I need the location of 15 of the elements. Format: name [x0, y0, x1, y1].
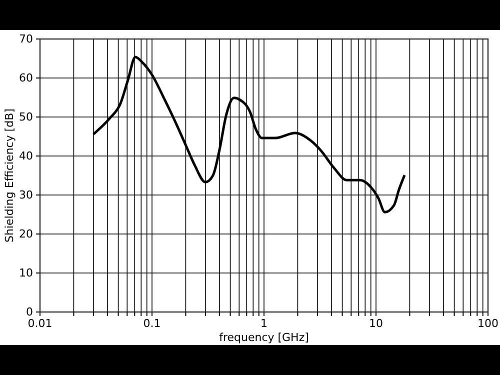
y-tick-label: 60 [19, 72, 33, 85]
y-tick-label: 50 [19, 110, 33, 124]
y-tick-label: 20 [19, 228, 33, 241]
x-tick-label: 1 [260, 316, 268, 330]
y-tick-label: 30 [19, 188, 33, 202]
x-axis-title: frequency [GHz] [219, 331, 309, 344]
y-tick-label: 40 [19, 150, 33, 163]
y-tick-label: 10 [19, 266, 33, 280]
x-tick-label: 10 [369, 316, 383, 330]
y-tick-label: 70 [19, 32, 33, 46]
x-tick-label: 0.01 [28, 316, 52, 330]
y-axis-title: Shielding Efficiency [dB] [3, 108, 16, 242]
y-tick-label: 0 [26, 306, 33, 319]
x-tick-label: 100 [478, 316, 498, 330]
x-tick-label: 0.1 [143, 316, 161, 330]
